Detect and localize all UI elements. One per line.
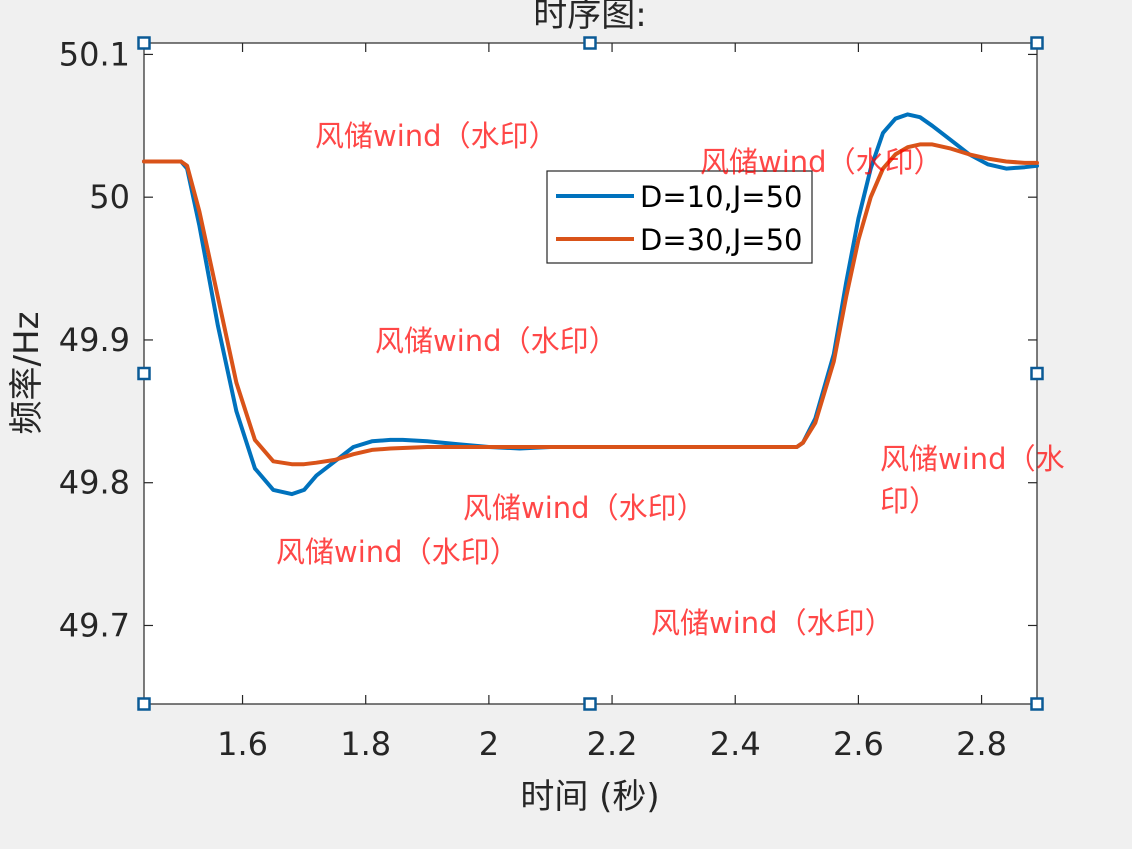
x-tick-label: 2.8 — [956, 725, 1007, 763]
selection-handle[interactable] — [1030, 36, 1044, 50]
ticks-layer: 1.6 1.8 2 2.2 2.4 2.6 2.8 49.7 49.8 49.9 50 50.1 — [59, 35, 1037, 763]
y-tick-label: 50.1 — [59, 35, 130, 73]
legend-label-series-2: D=30,J=50 — [640, 223, 803, 257]
legend[interactable]: D=10,J=50 D=30,J=50 — [546, 170, 813, 264]
selection-handle[interactable] — [583, 36, 597, 50]
selection-handle[interactable] — [1030, 366, 1044, 381]
x-tick-label: 1.8 — [340, 725, 391, 763]
selection-handles — [137, 36, 1044, 711]
legend-box — [546, 170, 813, 264]
watermark-text: 风储wind（水印） — [651, 606, 894, 640]
x-tick-label: 2.2 — [587, 725, 638, 763]
selection-handle[interactable] — [137, 36, 151, 50]
series-layer — [142, 112, 1039, 497]
chart-title: 时序图: — [533, 0, 646, 35]
series-line-2 — [142, 142, 1039, 467]
x-tick-label: 2.6 — [833, 725, 884, 763]
watermark-layer: 风储wind（水印） 风储wind（水印） 风储wind（水印） 风储wind（… — [276, 119, 1065, 640]
axes-box — [143, 42, 1038, 705]
selection-handle[interactable] — [137, 366, 151, 381]
y-tick-label: 49.8 — [59, 464, 130, 502]
selection-handle[interactable] — [1030, 697, 1044, 711]
x-tick-label: 2.4 — [710, 725, 761, 763]
watermark-text: 风储wind（水印） — [463, 491, 706, 525]
y-tick-label: 50 — [89, 178, 130, 216]
watermark-text: 风储wind（水印） — [375, 324, 618, 358]
watermark-text: 风储wind（水印） — [315, 119, 558, 153]
selection-handle[interactable] — [583, 697, 597, 711]
selection-handle[interactable] — [137, 697, 151, 711]
y-axis-label: 频率/Hz — [7, 312, 47, 435]
plot-area — [143, 42, 1038, 705]
watermark-text: 风储wind（水印） — [700, 145, 943, 179]
x-axis-label: 时间 (秒) — [520, 777, 659, 817]
x-tick-label: 1.6 — [217, 725, 268, 763]
x-tick-label: 2 — [479, 725, 499, 763]
watermark-text: 印） — [880, 484, 938, 518]
watermark-text: 风储wind（水 — [880, 442, 1065, 476]
y-tick-label: 49.7 — [59, 606, 130, 644]
watermark-text: 风储wind（水印） — [276, 535, 519, 569]
y-tick-label: 49.9 — [59, 321, 130, 359]
legend-label-series-1: D=10,J=50 — [640, 180, 803, 214]
